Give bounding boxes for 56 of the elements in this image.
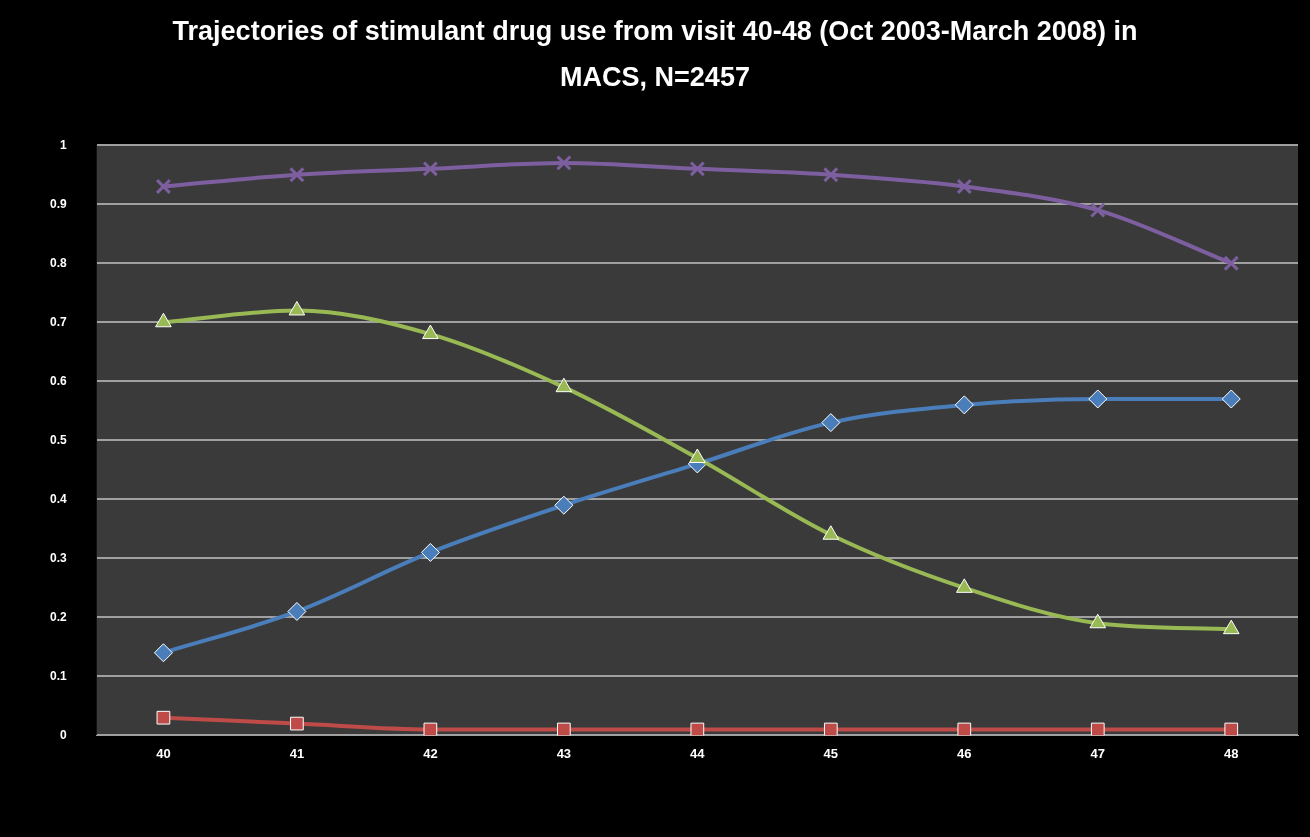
- y-tick-label: 0.5: [49, 432, 67, 447]
- point: [422, 160, 439, 177]
- point: [957, 722, 972, 736]
- y-tick-label: 0.6: [49, 373, 67, 388]
- point: [1221, 389, 1241, 409]
- x-tick-label: 48: [1224, 745, 1239, 761]
- y-tick-label: 0: [59, 727, 67, 742]
- point: [956, 178, 973, 195]
- chart-title: Trajectories of stimulant drug use from visit 40-48 (Oct 2003-March 2008) in MACS, N=2457: [171, 15, 1139, 94]
- point: [954, 395, 974, 415]
- point: [823, 722, 838, 736]
- point: [1089, 613, 1107, 629]
- x-tick-label: 43: [556, 745, 572, 761]
- y-tick-label: 0.9: [49, 196, 67, 211]
- point: [155, 178, 172, 195]
- point: [690, 722, 705, 736]
- point: [420, 542, 440, 562]
- y-tick-label: 0.7: [49, 314, 67, 329]
- point: [290, 716, 304, 731]
- point: [689, 448, 706, 464]
- point: [287, 601, 307, 621]
- y-tick-label: 0.8: [49, 255, 67, 270]
- y-tick-label: 1: [59, 137, 67, 152]
- point: [288, 300, 306, 316]
- y-tick-label: 0.1: [49, 668, 67, 683]
- point: [422, 324, 439, 340]
- x-tick-label: 41: [289, 745, 305, 761]
- point: [289, 166, 305, 183]
- point: [1089, 202, 1106, 218]
- point: [1088, 389, 1108, 409]
- point: [1224, 722, 1239, 736]
- point: [821, 413, 841, 433]
- point: [557, 722, 571, 736]
- point: [1090, 722, 1105, 736]
- point: [556, 155, 572, 171]
- point: [554, 495, 574, 515]
- x-tick-label: 42: [423, 745, 438, 761]
- x-tick-label: 45: [823, 745, 839, 761]
- point: [689, 160, 706, 177]
- point: [155, 312, 172, 328]
- point: [156, 710, 171, 725]
- y-tick-label: 0.3: [49, 550, 67, 565]
- point: [1223, 255, 1240, 272]
- point: [822, 525, 840, 540]
- point: [822, 166, 839, 183]
- x-tick-label: 44: [690, 745, 706, 761]
- y-tick-label: 0.4: [49, 491, 67, 506]
- y-tick-label: 0.2: [49, 609, 67, 624]
- x-tick-label: 46: [957, 745, 972, 761]
- point: [555, 377, 573, 393]
- x-tick-label: 40: [156, 745, 171, 761]
- point: [956, 578, 973, 593]
- x-tick-label: 47: [1090, 745, 1106, 761]
- point: [423, 722, 438, 736]
- point: [1222, 619, 1240, 635]
- point: [153, 643, 173, 663]
